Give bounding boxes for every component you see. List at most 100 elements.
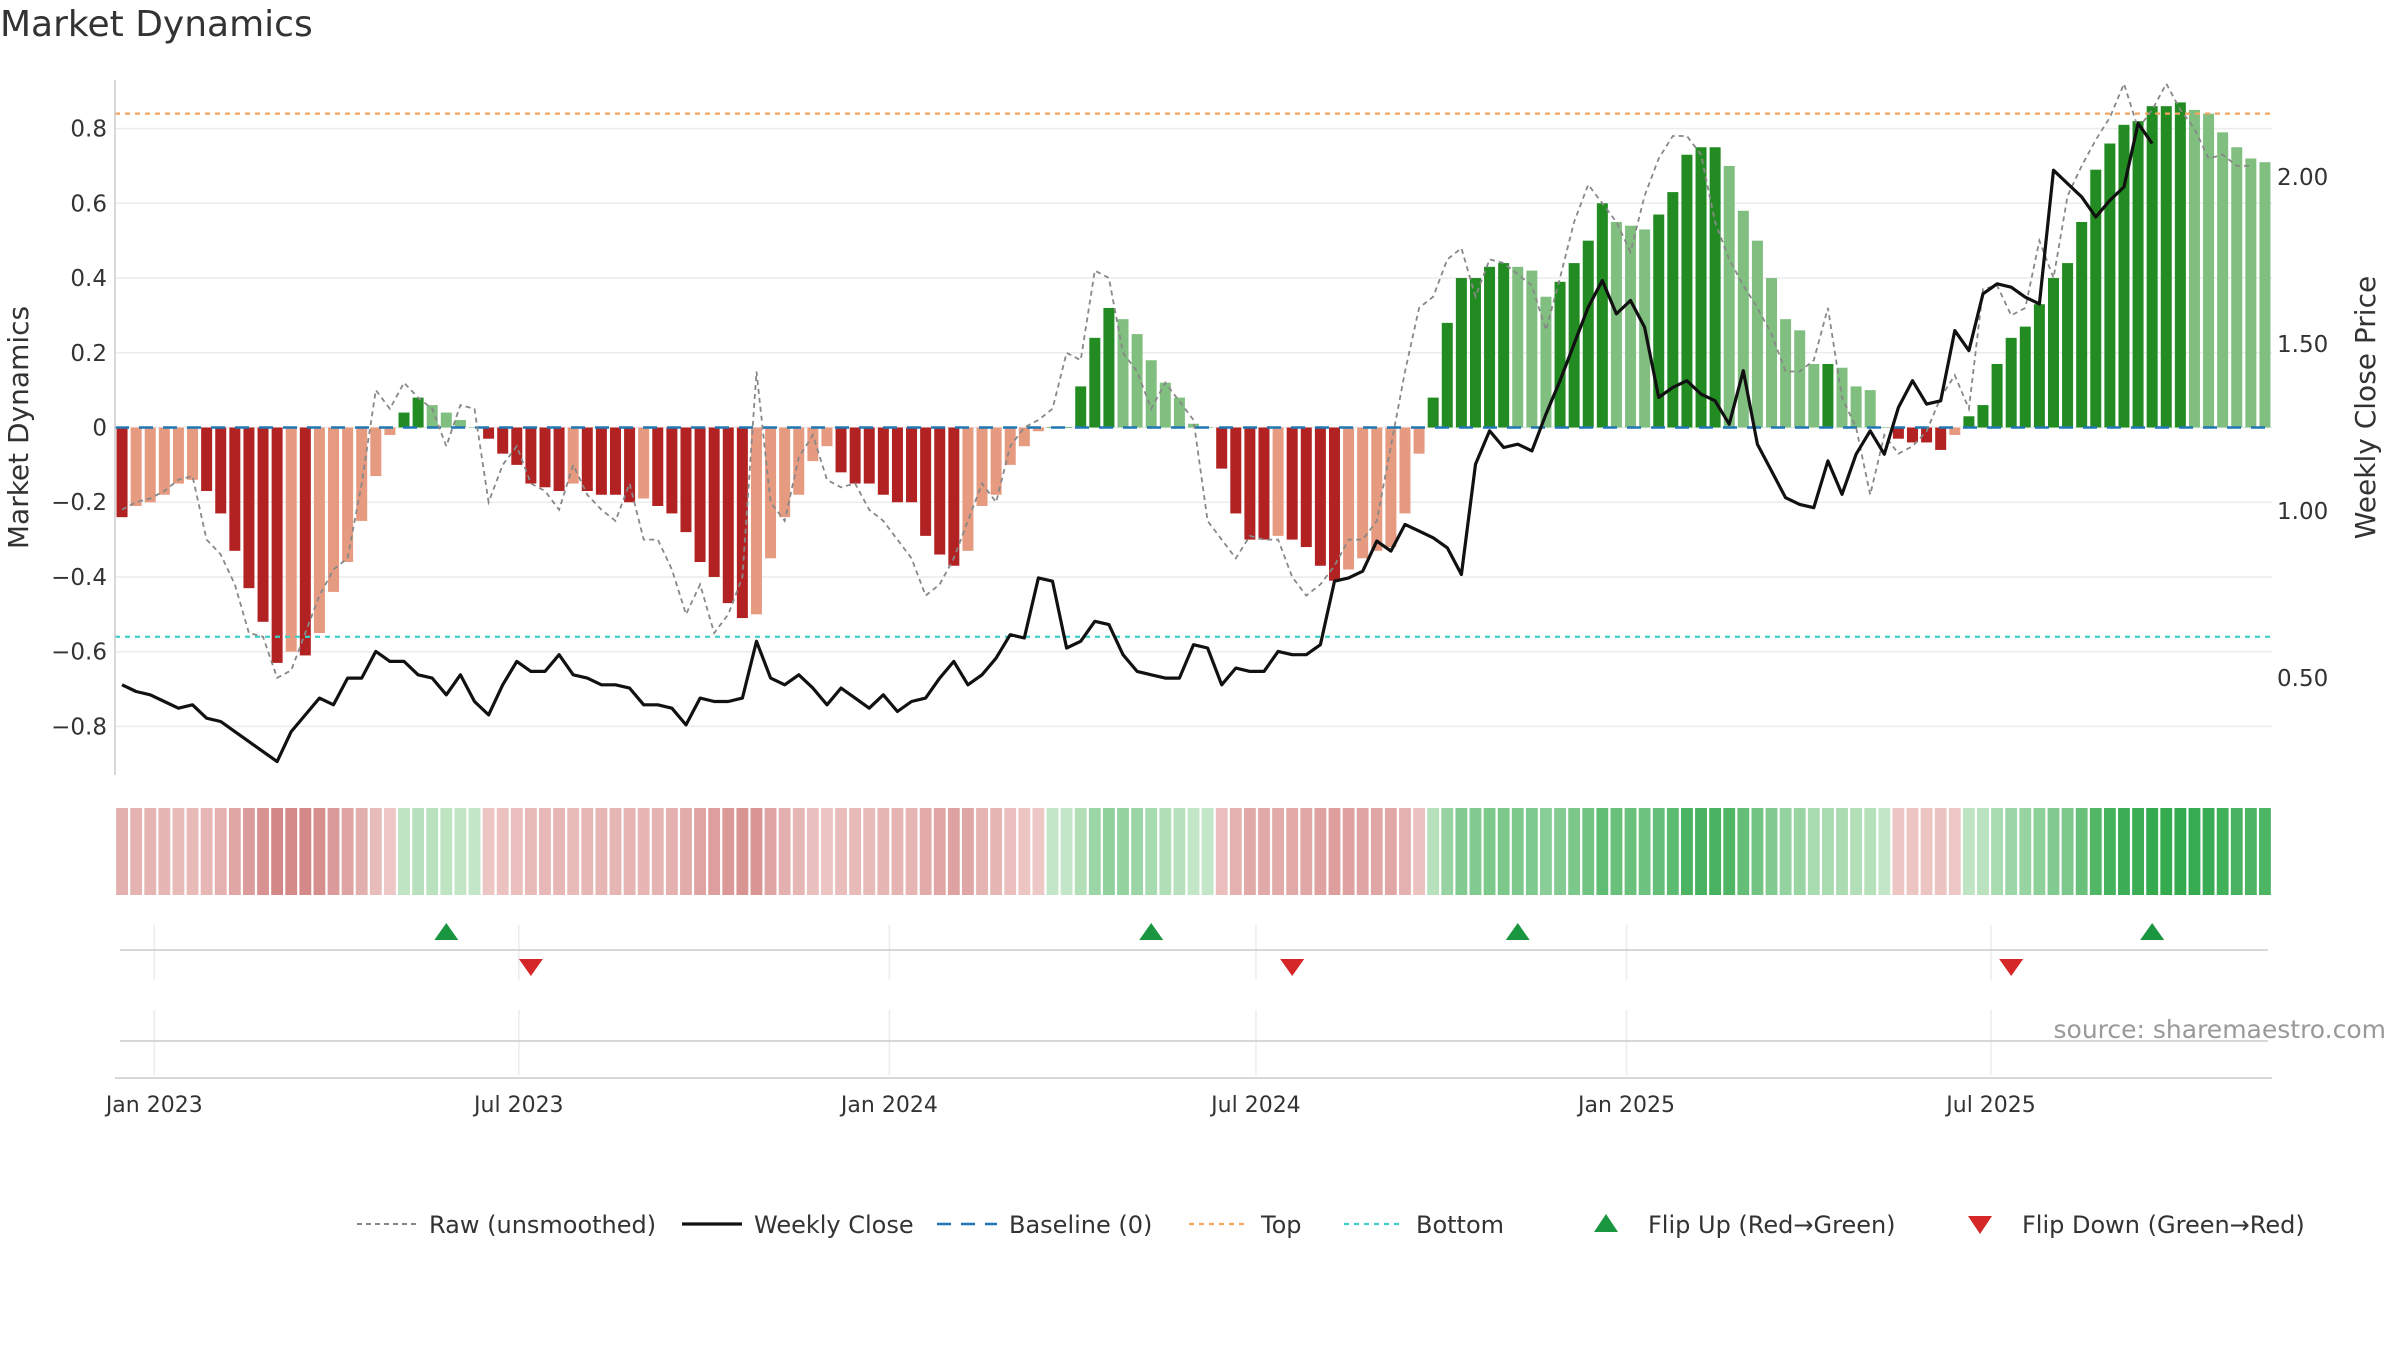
bar: [638, 427, 650, 499]
bar: [1427, 397, 1439, 428]
heat-cell: [1920, 808, 1933, 895]
bar: [1892, 427, 1904, 439]
heat-cell: [2174, 808, 2187, 895]
heat-cell: [1187, 808, 1200, 895]
y2-tick-label: 1.50: [2277, 332, 2328, 358]
flip-up-marker: [2140, 923, 2165, 940]
bar: [962, 427, 974, 551]
date-axis: Jan 2023 Jul 2023 Jan 2024 Jul 2024 Jan 2025…: [104, 1010, 2272, 1118]
heat-cell: [412, 808, 425, 895]
bar: [666, 427, 678, 514]
heat-cell: [1977, 808, 1989, 895]
bar: [1963, 416, 1975, 428]
bar: [2245, 158, 2257, 428]
bar: [1977, 405, 1989, 428]
heat-cell: [2089, 808, 2102, 895]
bar: [2062, 263, 2074, 428]
heat-cell: [1427, 808, 1440, 895]
bar: [1343, 427, 1355, 570]
heat-cell: [2244, 808, 2257, 895]
heat-cell: [1695, 808, 1707, 895]
bar: [172, 427, 184, 484]
x-tick-label: Jan 2025: [1576, 1093, 1675, 1118]
bar: [144, 427, 156, 503]
bar: [1653, 214, 1665, 428]
bar: [736, 427, 748, 619]
bar: [1216, 427, 1228, 469]
heat-cell: [1131, 808, 1144, 895]
dynamics-bars: [116, 102, 2271, 663]
heat-cell: [1483, 808, 1496, 895]
bar: [1667, 192, 1679, 428]
heat-cell: [1807, 808, 1820, 895]
bar: [116, 427, 128, 518]
source-label: source: sharemaestro.com: [2053, 1015, 2387, 1044]
heat-cell: [454, 808, 467, 895]
heat-cell: [1497, 808, 1510, 895]
heat-cell: [341, 808, 354, 895]
heat-cell: [665, 808, 678, 895]
heat-cell: [905, 808, 918, 895]
bar: [2005, 337, 2017, 428]
bar: [877, 427, 889, 495]
bar: [1625, 225, 1637, 428]
weekly-close-line: [121, 121, 2154, 764]
bar: [1230, 427, 1242, 514]
heat-cell: [1525, 808, 1538, 895]
bar: [2104, 143, 2116, 428]
x-tick-label: Jan 2024: [839, 1093, 938, 1118]
bar: [863, 427, 875, 484]
heat-cell: [778, 808, 791, 895]
y-tick-label: 0.8: [70, 117, 107, 143]
bar: [2217, 132, 2229, 428]
flip-markers: [120, 923, 2268, 980]
bar: [1526, 270, 1538, 428]
bar: [849, 427, 861, 484]
bar: [1554, 281, 1566, 428]
bar: [1935, 427, 1947, 450]
bar: [130, 427, 142, 506]
bar: [1145, 360, 1157, 428]
heat-cell: [1286, 808, 1299, 895]
heat-cell: [2188, 808, 2201, 895]
bar: [1117, 319, 1129, 428]
y-tick-label: −0.8: [51, 714, 107, 740]
heat-cell: [962, 808, 974, 895]
bar: [2231, 147, 2243, 428]
heat-cell: [976, 808, 988, 895]
y2-tick-label: 2.00: [2277, 165, 2328, 191]
heat-cell: [736, 808, 749, 895]
heat-cell: [835, 808, 847, 895]
y-tick-label: 0: [92, 416, 107, 442]
heat-cell: [764, 808, 777, 895]
heat-cell: [1582, 808, 1595, 895]
bar: [750, 427, 762, 615]
bar: [1540, 296, 1552, 428]
bar: [609, 427, 621, 495]
heat-cell: [1201, 808, 1214, 895]
bar: [906, 427, 918, 503]
heat-cell: [1060, 808, 1073, 895]
bar: [1498, 263, 1510, 428]
heat-cell: [1370, 808, 1383, 895]
heat-cell: [1384, 808, 1397, 895]
heat-cell: [581, 808, 594, 895]
heat-cell: [398, 808, 410, 895]
bar: [440, 412, 452, 428]
heat-cell: [1878, 808, 1891, 895]
bar: [1469, 278, 1481, 428]
legend-label: Bottom: [1416, 1211, 1504, 1239]
heat-cell: [1117, 808, 1129, 895]
bar: [1723, 165, 1735, 428]
bar: [1709, 147, 1721, 428]
heat-cell: [2132, 808, 2144, 895]
heat-cell: [1962, 808, 1975, 895]
heat-cell: [609, 808, 622, 895]
bar: [652, 427, 664, 506]
heat-cell: [2202, 808, 2215, 895]
heat-cell: [1554, 808, 1566, 895]
heat-cell: [158, 808, 171, 895]
heat-cell: [369, 808, 382, 895]
heat-cell: [1088, 808, 1101, 895]
heat-cell: [595, 808, 608, 895]
